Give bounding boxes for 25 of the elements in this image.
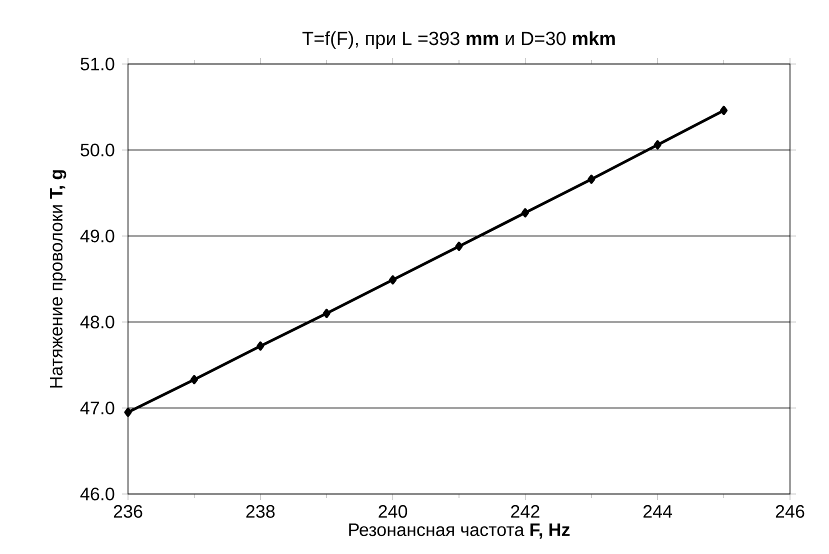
x-tick-label: 238 [246,505,275,518]
x-axis-title: Резонансная частота F, Hz [349,524,570,539]
chart-title: T=f(F), при L =393 mm и D=30 mkm [302,31,615,49]
y-axis-title: Натяжение проволоки T, g [50,170,66,388]
point [521,208,530,218]
y-tick-label: 47.0 [80,402,114,414]
x-tick-label: 244 [644,505,672,518]
point [588,174,596,184]
y-tick-label: 50.0 [80,144,114,156]
y-tick-label: 51.0 [80,58,114,70]
point [256,341,264,351]
y-tick-label: 49.0 [80,230,114,242]
point [654,140,662,150]
point [389,275,397,284]
point [322,308,330,318]
x-tick-label: 236 [114,505,142,518]
point [720,106,728,116]
point [190,375,198,384]
x-tick-label: 240 [378,505,408,518]
y-tick-label: 46.0 [80,488,114,500]
x-tick-label: 242 [511,505,540,518]
point [124,408,132,417]
point [455,242,463,251]
x-tick-label: 246 [776,505,804,518]
y-tick-label: 48.0 [80,316,114,328]
